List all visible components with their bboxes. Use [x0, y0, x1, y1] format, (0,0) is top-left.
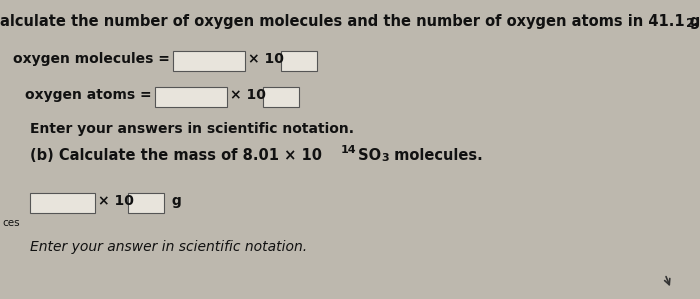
Text: .: .: [692, 14, 698, 29]
FancyBboxPatch shape: [173, 51, 245, 71]
Text: molecules.: molecules.: [389, 148, 483, 163]
Text: g: g: [167, 194, 182, 208]
Text: oxygen molecules =: oxygen molecules =: [13, 52, 170, 66]
Text: ces: ces: [2, 218, 20, 228]
FancyBboxPatch shape: [30, 193, 95, 213]
Text: 2: 2: [686, 17, 694, 30]
Text: Enter your answer in scientific notation.: Enter your answer in scientific notation…: [30, 240, 307, 254]
Text: Enter your answers in scientific notation.: Enter your answers in scientific notatio…: [30, 122, 354, 136]
Text: × 10: × 10: [230, 88, 266, 102]
FancyBboxPatch shape: [128, 193, 164, 213]
Text: × 10: × 10: [98, 194, 134, 208]
Text: 14: 14: [341, 145, 356, 155]
FancyBboxPatch shape: [155, 87, 227, 107]
Text: SO: SO: [353, 148, 381, 163]
FancyBboxPatch shape: [281, 51, 317, 71]
Text: (b) Calculate the mass of 8.01 × 10: (b) Calculate the mass of 8.01 × 10: [30, 148, 322, 163]
Text: oxygen atoms =: oxygen atoms =: [25, 88, 152, 102]
Text: 3: 3: [381, 153, 388, 163]
Text: (a) Calculate the number of oxygen molecules and the number of oxygen atoms in 4: (a) Calculate the number of oxygen molec…: [0, 14, 700, 29]
FancyBboxPatch shape: [263, 87, 299, 107]
Text: × 10: × 10: [248, 52, 284, 66]
